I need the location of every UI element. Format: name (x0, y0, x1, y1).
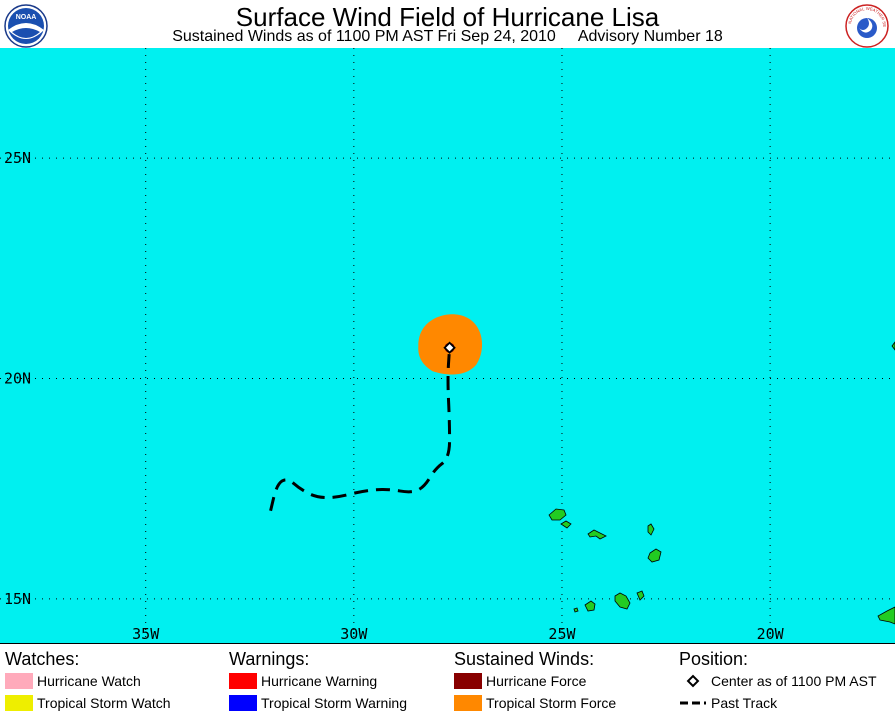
legend-position: Position: Center as of 1100 PM AST Past … (679, 648, 877, 714)
legend-label: Tropical Storm Watch (37, 695, 171, 711)
legend-item: Tropical Storm Watch (5, 692, 171, 714)
island-sao-vicente (560, 520, 572, 529)
legend: Watches: Hurricane Watch Tropical Storm … (0, 643, 895, 717)
legend-watches: Watches: Hurricane Watch Tropical Storm … (5, 648, 171, 714)
longitude-label: 20W (757, 625, 785, 643)
legend-item: Tropical Storm Force (454, 692, 616, 714)
latitude-label: 15N (4, 590, 31, 608)
legend-label: Hurricane Force (486, 673, 587, 689)
island-sal (647, 523, 655, 536)
hurricane-map: 35W 30W 25W 20W 25N 20N 15N (0, 48, 895, 643)
nws-logo-icon: NATIONAL WEATHER SERVICE (845, 4, 889, 48)
hurricane-warning-swatch (229, 673, 257, 690)
legend-label: Center as of 1100 PM AST (711, 673, 877, 689)
legend-position-heading: Position: (679, 649, 749, 669)
past-track-dash-icon (680, 701, 706, 705)
legend-watches-heading: Watches: (5, 649, 80, 669)
legend-item: Hurricane Warning (229, 670, 407, 692)
hurricane-force-swatch (454, 673, 482, 690)
past-track-line (269, 347, 452, 512)
longitude-label: 30W (340, 625, 368, 643)
legend-winds-heading: Sustained Winds: (454, 649, 595, 669)
longitude-label: 35W (132, 625, 160, 643)
land-masses (548, 341, 895, 625)
map-title: Surface Wind Field of Hurricane Lisa (235, 2, 660, 32)
legend-item: Past Track (679, 692, 877, 714)
island-santo-antao (548, 508, 567, 521)
coast-africa-north (891, 341, 895, 351)
center-diamond-icon (686, 674, 700, 688)
latitude-label: 20N (4, 370, 31, 388)
tropical-storm-watch-swatch (5, 695, 33, 712)
legend-label: Hurricane Watch (37, 673, 141, 689)
hurricane-watch-swatch (5, 673, 33, 690)
island-fogo (584, 600, 596, 612)
legend-warnings-heading: Warnings: (229, 649, 310, 669)
legend-item: Hurricane Force (454, 670, 616, 692)
legend-label: Past Track (711, 695, 778, 711)
tropical-storm-warning-swatch (229, 695, 257, 712)
header: NOAA Surface Wind Field of Hurricane Lis… (0, 0, 895, 48)
noaa-logo-icon: NOAA (4, 4, 48, 48)
longitude-labels: 35W 30W 25W 20W (132, 625, 784, 643)
legend-label: Hurricane Warning (261, 673, 378, 689)
latitude-labels: 25N 20N 15N (4, 149, 31, 608)
legend-winds: Sustained Winds: Hurricane Force Tropica… (454, 648, 616, 714)
legend-label: Tropical Storm Force (486, 695, 617, 711)
subtitle-time: Sustained Winds as of 1100 PM AST Fri Se… (172, 28, 556, 45)
storm-center-marker (443, 341, 456, 354)
island-boa-vista (647, 548, 662, 563)
legend-item: Hurricane Watch (5, 670, 171, 692)
island-sao-nicolau (587, 529, 607, 540)
island-santiago (614, 592, 631, 610)
latitude-label: 25N (4, 149, 31, 167)
noaa-logo-text: NOAA (16, 14, 37, 21)
legend-label: Tropical Storm Warning (261, 695, 408, 711)
map-subtitle: Sustained Winds as of 1100 PM AST Fri Se… (0, 27, 895, 47)
legend-warnings: Warnings: Hurricane Warning Tropical Sto… (229, 648, 407, 714)
tropical-storm-force-swatch (454, 695, 482, 712)
legend-item: Center as of 1100 PM AST (679, 670, 877, 692)
coast-africa (877, 606, 895, 625)
island-maio (636, 590, 645, 601)
island-brava (573, 607, 579, 613)
longitude-label: 25W (548, 625, 576, 643)
legend-item: Tropical Storm Warning (229, 692, 407, 714)
subtitle-advisory: Advisory Number 18 (577, 28, 723, 45)
